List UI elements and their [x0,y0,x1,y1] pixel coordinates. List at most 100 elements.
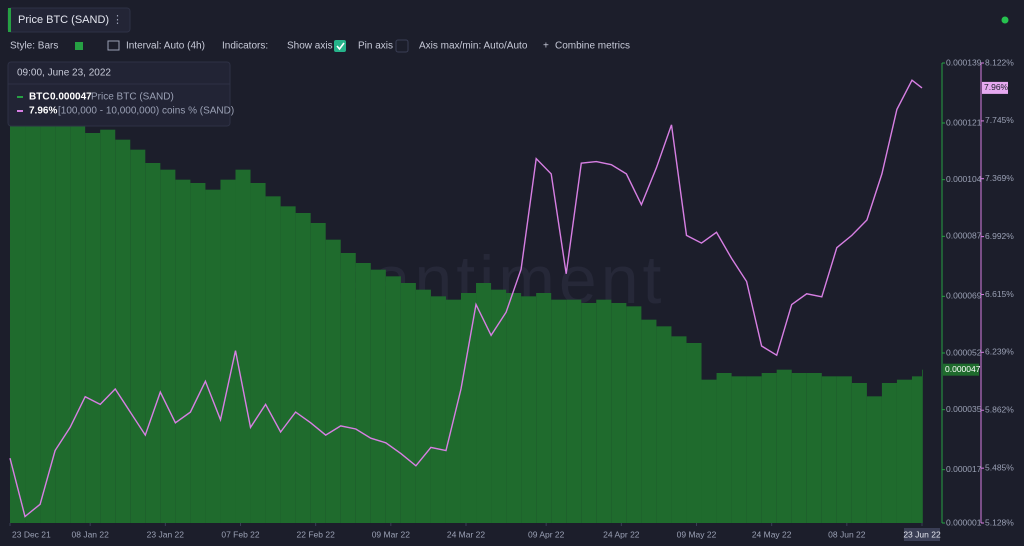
bar [821,376,837,523]
legend-value: 7.96% [29,106,57,117]
bar [460,293,477,523]
bar [10,123,26,523]
status-dot [1001,16,1009,24]
x-tick-label: 22 Feb 22 [297,529,336,539]
x-tick-label: 24 Apr 22 [603,529,640,539]
legend-name: Price BTC (SAND) [91,92,174,103]
percent-badge [982,81,1008,94]
bar [686,343,702,523]
bar [506,293,522,523]
y-tick-label: 0.000052 [946,347,982,357]
x-tick-label: 09 Mar 22 [372,529,411,539]
plus-icon: + [543,41,549,52]
menu-dots[interactable]: ⋮ [112,14,123,26]
bar [400,283,416,523]
x-tick-label: 24 Mar 22 [447,529,486,539]
toolbar-item[interactable]: Indicators: [222,41,268,52]
bar [115,139,131,523]
toolbar-item[interactable]: Interval: Auto (4h) [126,41,205,52]
bar [265,196,281,524]
bar [190,183,206,523]
bar [430,296,446,523]
toolbar-item[interactable]: Pin axis [358,41,393,52]
x-tick-label: 23 Jan 22 [147,529,185,539]
x-tick-label: 23 Jun 22 [903,529,941,539]
bar [100,129,116,523]
y-tick-label: 0.000104 [946,174,982,184]
y-tick-label: 0.000069 [946,291,982,301]
x-tick-label: 24 May 22 [752,529,792,539]
bar [70,119,86,524]
bar [130,149,146,523]
bar [415,289,431,523]
x-tick-label: 09 May 22 [677,529,717,539]
y2-tick-label: 6.992% [985,231,1014,241]
y2-tick-label: 6.615% [985,289,1014,299]
bar [25,116,41,523]
bar [370,269,386,523]
bar [791,373,807,523]
bar [235,169,251,523]
bar [806,373,822,523]
bar [641,319,657,523]
bar [476,283,492,523]
bar [776,369,792,523]
bar [355,263,371,523]
bar [325,239,341,523]
y-tick-label: 0.000139 [946,57,982,67]
y2-tick-label: 5.485% [985,462,1014,472]
y2-tick-label: 7.745% [985,115,1014,125]
bar [761,373,777,523]
bar [175,179,191,523]
bar [611,303,627,523]
bar [40,126,56,523]
bar [746,376,762,523]
bar [671,336,687,523]
bar [836,376,852,523]
show-axis-checkbox[interactable] [334,40,346,52]
toolbar-item[interactable]: Style: Bars [10,41,58,52]
bar [85,133,101,523]
tooltip-box [7,61,231,127]
bar [866,396,882,523]
y2-tick-label: 6.239% [985,347,1014,357]
price-badge [943,363,979,376]
x-tick-label: 08 Jan 22 [72,529,110,539]
bar [160,169,176,523]
bar [701,379,717,523]
bar [295,213,311,523]
bar [385,276,401,523]
bar [445,299,461,523]
x-tick-highlight [904,528,940,541]
y2-tick-label: 8.122% [985,57,1014,67]
bar [731,376,747,523]
pin-axis-checkbox[interactable] [395,39,409,53]
bar [491,289,507,523]
bar [521,296,537,523]
x-tick-label: 23 Dec 21 [12,529,51,539]
x-tick-label: 07 Feb 22 [221,529,260,539]
x-tick-label: 09 Apr 22 [528,529,565,539]
line [9,79,923,518]
y-tick-label: 0.000001 [946,517,982,527]
tooltip-date: 09:00, June 23, 2022 [17,68,111,79]
bar [566,299,582,523]
bar [205,189,221,523]
bar [911,376,922,523]
style-color-swatch[interactable] [75,42,83,50]
bar [881,383,897,523]
bar [656,326,672,523]
bar [250,183,266,523]
y2-tick-label: 5.862% [985,404,1014,414]
x-tick-label: 08 Jun 22 [828,529,866,539]
title-accent [8,8,11,32]
legend-name: [100,000 - 10,000,000) coins % (SAND) [58,106,234,117]
y-tick-label: 0.000121 [946,117,982,127]
toolbar-item[interactable]: Show axis [287,41,333,52]
bar [145,163,161,523]
bar [626,306,642,523]
bar [716,373,732,523]
toolbar-item[interactable]: Axis max/min: Auto/Auto [419,41,528,52]
toolbar-item[interactable]: Combine metrics [555,41,630,52]
